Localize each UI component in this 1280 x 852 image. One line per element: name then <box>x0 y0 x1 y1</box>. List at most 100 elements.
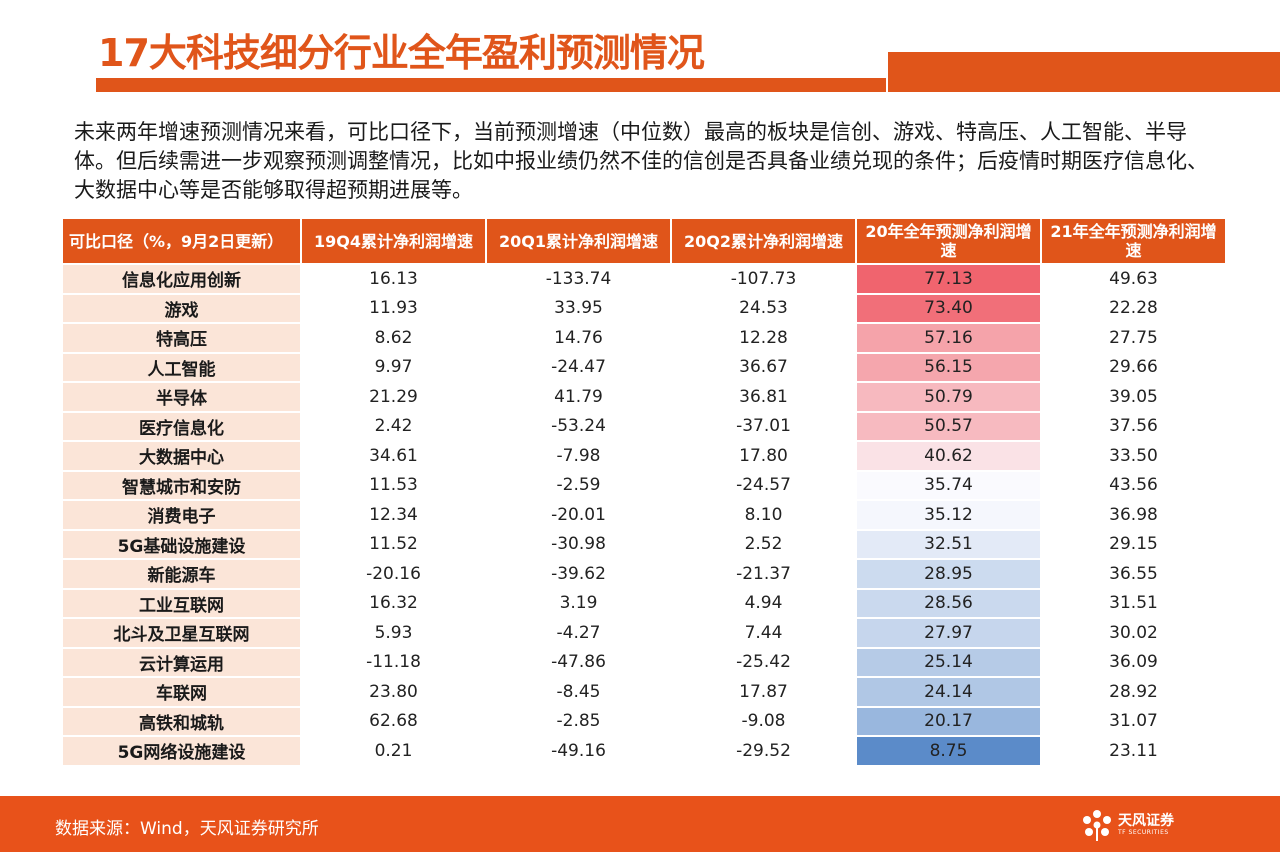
row-sector-name: 工业互联网 <box>63 589 300 617</box>
cell-2021-forecast: 33.50 <box>1042 442 1225 470</box>
cell-20q1: -2.59 <box>487 471 670 499</box>
table-row: 人工智能 9.97 -24.47 36.67 56.15 29.66 <box>63 353 1225 381</box>
cell-2021-forecast: 31.07 <box>1042 707 1225 735</box>
cell-20q1: 33.95 <box>487 294 670 322</box>
cell-2020-forecast: 24.14 <box>857 678 1040 706</box>
cell-2021-forecast: 29.66 <box>1042 353 1225 381</box>
row-sector-name: 新能源车 <box>63 560 300 588</box>
header-comparable-basis: 可比口径（%，9月2日更新） <box>63 219 300 263</box>
table-row: 半导体 21.29 41.79 36.81 50.79 39.05 <box>63 383 1225 411</box>
cell-20q2: -107.73 <box>672 265 855 293</box>
table-row: 医疗信息化 2.42 -53.24 -37.01 50.57 37.56 <box>63 412 1225 440</box>
cell-2020-forecast: 8.75 <box>857 737 1040 765</box>
cell-2020-forecast: 57.16 <box>857 324 1040 352</box>
cell-19q4: 11.93 <box>302 294 485 322</box>
row-sector-name: 5G基础设施建设 <box>63 530 300 558</box>
row-sector-name: 车联网 <box>63 678 300 706</box>
cell-2021-forecast: 36.55 <box>1042 560 1225 588</box>
cell-19q4: -11.18 <box>302 648 485 676</box>
cell-20q1: -49.16 <box>487 737 670 765</box>
row-sector-name: 游戏 <box>63 294 300 322</box>
cell-19q4: 16.32 <box>302 589 485 617</box>
title-accent-block <box>888 52 1280 92</box>
cell-2020-forecast: 20.17 <box>857 707 1040 735</box>
row-sector-name: 消费电子 <box>63 501 300 529</box>
cell-20q1: -47.86 <box>487 648 670 676</box>
cell-19q4: 16.13 <box>302 265 485 293</box>
cell-2021-forecast: 22.28 <box>1042 294 1225 322</box>
cell-2020-forecast: 32.51 <box>857 530 1040 558</box>
logo-text-cn: 天风证券 <box>1118 813 1174 829</box>
table-row: 消费电子 12.34 -20.01 8.10 35.12 36.98 <box>63 501 1225 529</box>
cell-2021-forecast: 37.56 <box>1042 412 1225 440</box>
cell-20q1: -24.47 <box>487 353 670 381</box>
cell-20q2: 17.87 <box>672 678 855 706</box>
cell-2020-forecast: 40.62 <box>857 442 1040 470</box>
table-row: 智慧城市和安防 11.53 -2.59 -24.57 35.74 43.56 <box>63 471 1225 499</box>
cell-20q2: 4.94 <box>672 589 855 617</box>
page-title: 17大科技细分行业全年盈利预测情况 <box>98 31 705 75</box>
row-sector-name: 信息化应用创新 <box>63 265 300 293</box>
header-20q1-growth: 20Q1累计净利润增速 <box>487 219 670 263</box>
table-row: 特高压 8.62 14.76 12.28 57.16 27.75 <box>63 324 1225 352</box>
cell-19q4: 9.97 <box>302 353 485 381</box>
table-row: 大数据中心 34.61 -7.98 17.80 40.62 33.50 <box>63 442 1225 470</box>
cell-20q2: -29.52 <box>672 737 855 765</box>
cell-2020-forecast: 77.13 <box>857 265 1040 293</box>
table-row: 云计算运用 -11.18 -47.86 -25.42 25.14 36.09 <box>63 648 1225 676</box>
cell-20q1: -20.01 <box>487 501 670 529</box>
table-header-row: 可比口径（%，9月2日更新） 19Q4累计净利润增速 20Q1累计净利润增速 2… <box>63 219 1225 263</box>
cell-20q1: 3.19 <box>487 589 670 617</box>
cell-20q2: -37.01 <box>672 412 855 440</box>
row-sector-name: 智慧城市和安防 <box>63 471 300 499</box>
table-row: 游戏 11.93 33.95 24.53 73.40 22.28 <box>63 294 1225 322</box>
cell-20q1: -8.45 <box>487 678 670 706</box>
cell-2021-forecast: 29.15 <box>1042 530 1225 558</box>
cell-19q4: 23.80 <box>302 678 485 706</box>
cell-2021-forecast: 28.92 <box>1042 678 1225 706</box>
row-sector-name: 云计算运用 <box>63 648 300 676</box>
cell-20q2: -25.42 <box>672 648 855 676</box>
table-row: 高铁和城轨 62.68 -2.85 -9.08 20.17 31.07 <box>63 707 1225 735</box>
cell-20q1: -53.24 <box>487 412 670 440</box>
cell-2020-forecast: 28.95 <box>857 560 1040 588</box>
row-sector-name: 人工智能 <box>63 353 300 381</box>
cell-19q4: 0.21 <box>302 737 485 765</box>
profit-forecast-table: 可比口径（%，9月2日更新） 19Q4累计净利润增速 20Q1累计净利润增速 2… <box>61 217 1227 767</box>
cell-19q4: 12.34 <box>302 501 485 529</box>
cell-20q1: 41.79 <box>487 383 670 411</box>
row-sector-name: 半导体 <box>63 383 300 411</box>
cell-20q2: -21.37 <box>672 560 855 588</box>
cell-2021-forecast: 27.75 <box>1042 324 1225 352</box>
cell-2020-forecast: 28.56 <box>857 589 1040 617</box>
table-row: 5G网络设施建设 0.21 -49.16 -29.52 8.75 23.11 <box>63 737 1225 765</box>
cell-2021-forecast: 49.63 <box>1042 265 1225 293</box>
cell-20q1: -133.74 <box>487 265 670 293</box>
cell-19q4: 21.29 <box>302 383 485 411</box>
cell-2020-forecast: 25.14 <box>857 648 1040 676</box>
cell-20q2: -24.57 <box>672 471 855 499</box>
cell-2021-forecast: 31.51 <box>1042 589 1225 617</box>
footer-bar <box>0 796 1280 852</box>
data-source: 数据来源：Wind，天风证券研究所 <box>55 819 319 839</box>
cell-20q2: 7.44 <box>672 619 855 647</box>
table-row: 新能源车 -20.16 -39.62 -21.37 28.95 36.55 <box>63 560 1225 588</box>
cell-20q2: -9.08 <box>672 707 855 735</box>
header-2021-forecast: 21年全年预测净利润增速 <box>1042 219 1225 263</box>
cell-20q1: -4.27 <box>487 619 670 647</box>
cell-2020-forecast: 50.79 <box>857 383 1040 411</box>
cell-20q2: 12.28 <box>672 324 855 352</box>
cell-20q1: 14.76 <box>487 324 670 352</box>
header-19q4-growth: 19Q4累计净利润增速 <box>302 219 485 263</box>
cell-20q2: 2.52 <box>672 530 855 558</box>
cell-2021-forecast: 43.56 <box>1042 471 1225 499</box>
cell-2020-forecast: 35.74 <box>857 471 1040 499</box>
cell-19q4: 62.68 <box>302 707 485 735</box>
row-sector-name: 大数据中心 <box>63 442 300 470</box>
header-20q2-growth: 20Q2累计净利润增速 <box>672 219 855 263</box>
cell-20q1: -2.85 <box>487 707 670 735</box>
table-body: 信息化应用创新 16.13 -133.74 -107.73 77.13 49.63 游戏 11… <box>63 265 1225 765</box>
cell-19q4: -20.16 <box>302 560 485 588</box>
cell-20q2: 36.81 <box>672 383 855 411</box>
row-sector-name: 医疗信息化 <box>63 412 300 440</box>
